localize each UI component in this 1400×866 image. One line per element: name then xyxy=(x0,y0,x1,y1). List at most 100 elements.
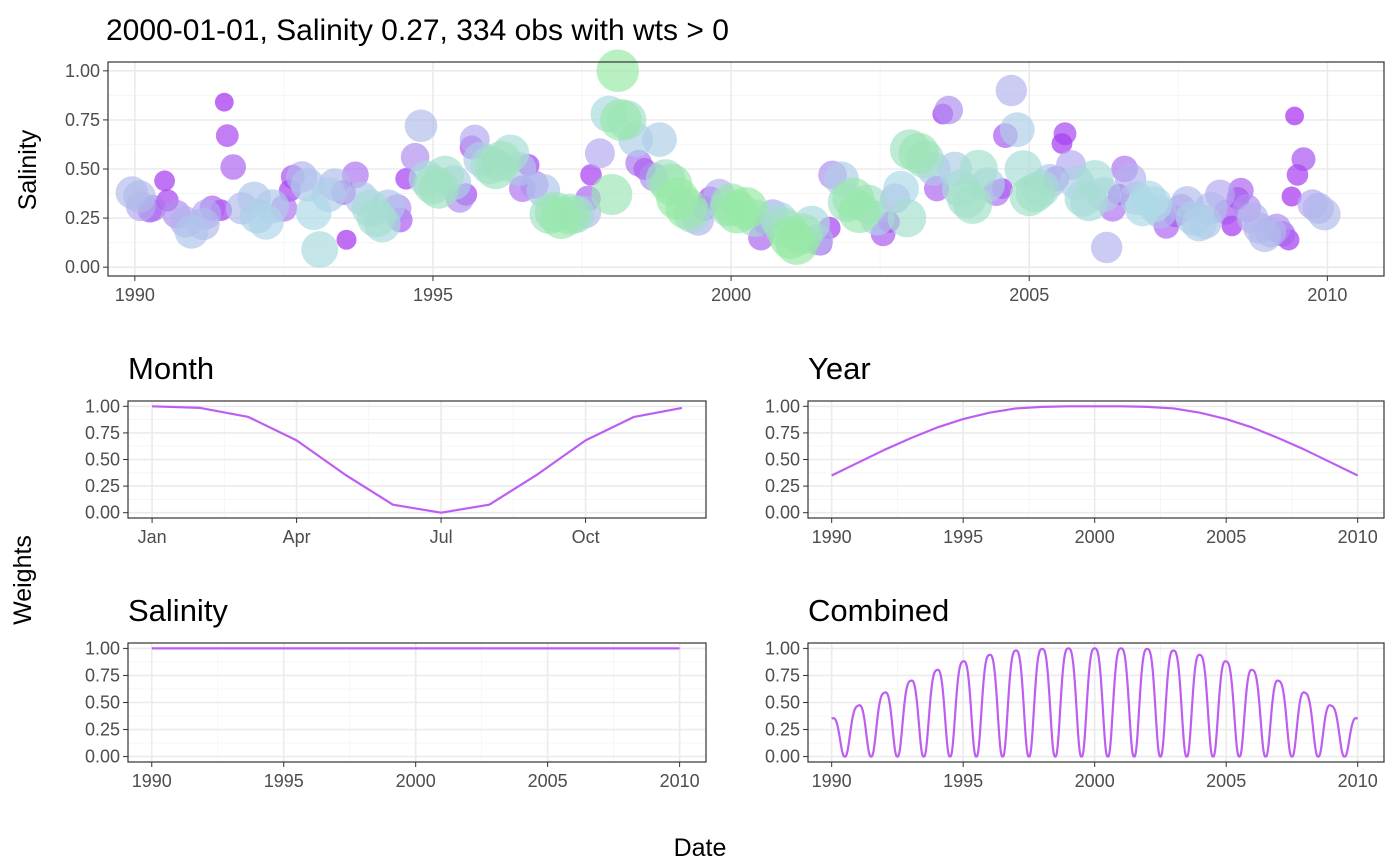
month-x-tick-label: Jan xyxy=(138,527,167,547)
combined-x-tick-label: 2010 xyxy=(1338,771,1378,791)
year-y-tick-label: 0.50 xyxy=(765,450,800,470)
data-point xyxy=(999,112,1035,148)
data-point xyxy=(883,170,919,207)
combined-weight-panel: Combined 0.00 0.25 0.50 0.75 1.00 1990 1995 200… xyxy=(765,593,1385,791)
data-point xyxy=(336,229,357,250)
data-point xyxy=(724,187,768,230)
data-point xyxy=(481,141,522,182)
data-point xyxy=(1136,186,1173,223)
salinity-y-tick-label: 0.75 xyxy=(85,665,120,685)
combined-x-tick-label: 2000 xyxy=(1075,771,1115,791)
data-point xyxy=(1053,122,1077,146)
month-y-tick-label: 1.00 xyxy=(85,396,120,416)
data-point xyxy=(1291,147,1316,172)
data-point xyxy=(656,177,699,220)
data-point xyxy=(995,74,1027,107)
salinity-panel-title: Salinity xyxy=(128,593,228,628)
salinity-y-tick-label: 1.00 xyxy=(85,638,120,658)
year-weight-line xyxy=(831,405,1359,477)
main-x-tick-label: 1995 xyxy=(413,285,453,305)
month-x-tick-label: Apr xyxy=(283,527,311,547)
data-point xyxy=(898,132,940,174)
data-point xyxy=(1181,206,1217,242)
data-point xyxy=(220,154,246,180)
combined-x-tick-label: 2005 xyxy=(1206,771,1246,791)
main-x-tick-label: 2010 xyxy=(1307,285,1347,305)
month-x-tick-label: Oct xyxy=(572,527,600,547)
data-point xyxy=(540,197,583,240)
data-point xyxy=(887,198,927,238)
data-point xyxy=(591,174,633,215)
data-point xyxy=(934,95,963,125)
year-y-tick-label: 0.75 xyxy=(765,423,800,443)
combined-x-tick-label: 1990 xyxy=(812,771,852,791)
main-y-tick-label: 0.25 xyxy=(65,208,100,228)
month-weight-line xyxy=(152,405,683,514)
month-x-tick-label: Jul xyxy=(430,527,453,547)
main-y-tick-label: 1.00 xyxy=(65,61,100,81)
main-y-tick-label: 0.00 xyxy=(65,257,100,277)
year-y-tick-label: 0.00 xyxy=(765,503,800,523)
combined-y-tick-label: 1.00 xyxy=(765,638,800,658)
data-point xyxy=(1248,219,1281,253)
data-point xyxy=(775,222,818,265)
data-point xyxy=(1308,197,1341,231)
salinity-x-tick-label: 2000 xyxy=(396,771,436,791)
main-points-layer xyxy=(115,49,1341,268)
data-point xyxy=(154,170,176,192)
salinity-gridlines xyxy=(128,643,706,762)
main-x-tick-label: 2000 xyxy=(711,285,751,305)
month-y-tick-label: 0.00 xyxy=(85,503,120,523)
year-x-tick-label: 2000 xyxy=(1075,527,1115,547)
year-y-tick-label: 1.00 xyxy=(765,396,800,416)
main-y-tick-label: 0.50 xyxy=(65,159,100,179)
data-point xyxy=(584,138,615,169)
shared-y-axis-label: Weights xyxy=(9,535,37,625)
year-x-tick-label: 2010 xyxy=(1338,527,1378,547)
combined-panel-title: Combined xyxy=(808,593,949,628)
data-point xyxy=(174,214,209,249)
data-point xyxy=(248,204,284,240)
combined-y-tick-label: 0.75 xyxy=(765,665,800,685)
data-point xyxy=(959,149,998,189)
salinity-x-tick-label: 1995 xyxy=(264,771,304,791)
data-point xyxy=(301,231,339,268)
data-point xyxy=(1281,186,1302,207)
salinity-x-tick-label: 1990 xyxy=(132,771,172,791)
month-weight-panel: Month 0.00 0.25 0.50 0.75 1.00 Jan Apr Jul Oct xyxy=(85,351,707,547)
main-chart-title: 2000-01-01, Salinity 0.27, 334 obs with … xyxy=(106,14,729,47)
data-point xyxy=(642,122,677,157)
data-point xyxy=(215,124,239,147)
year-x-tick-label: 1995 xyxy=(943,527,983,547)
salinity-x-tick-label: 2005 xyxy=(528,771,568,791)
salinity-y-tick-label: 0.25 xyxy=(85,720,120,740)
data-point xyxy=(1076,160,1114,198)
main-x-tick-label: 1990 xyxy=(115,285,155,305)
main-y-tick-label: 0.75 xyxy=(65,110,100,130)
year-gridlines xyxy=(808,401,1384,518)
year-weight-panel: Year 0.00 0.25 0.50 0.75 1.00 1990 1995 2000 200… xyxy=(765,351,1385,547)
combined-y-tick-label: 0.25 xyxy=(765,720,800,740)
combined-y-tick-label: 0.50 xyxy=(765,693,800,713)
data-point xyxy=(838,191,881,234)
data-point xyxy=(1015,172,1055,213)
data-point xyxy=(123,180,156,213)
year-y-tick-label: 0.25 xyxy=(765,476,800,496)
salinity-y-tick-label: 0.50 xyxy=(85,693,120,713)
data-point xyxy=(952,184,993,224)
data-point xyxy=(580,164,602,186)
data-point xyxy=(1091,231,1123,264)
main-y-axis-label: Salinity xyxy=(14,129,42,210)
year-panel-title: Year xyxy=(808,351,871,386)
data-point xyxy=(1285,106,1304,126)
year-x-tick-label: 1990 xyxy=(812,527,852,547)
year-x-tick-label: 2005 xyxy=(1206,527,1246,547)
data-point xyxy=(418,168,459,209)
month-y-tick-label: 0.25 xyxy=(85,476,120,496)
month-y-tick-label: 0.75 xyxy=(85,423,120,443)
data-point xyxy=(596,49,640,93)
salinity-y-tick-label: 0.00 xyxy=(85,747,120,767)
combined-gridlines xyxy=(808,643,1384,762)
month-y-tick-label: 0.50 xyxy=(85,450,120,470)
